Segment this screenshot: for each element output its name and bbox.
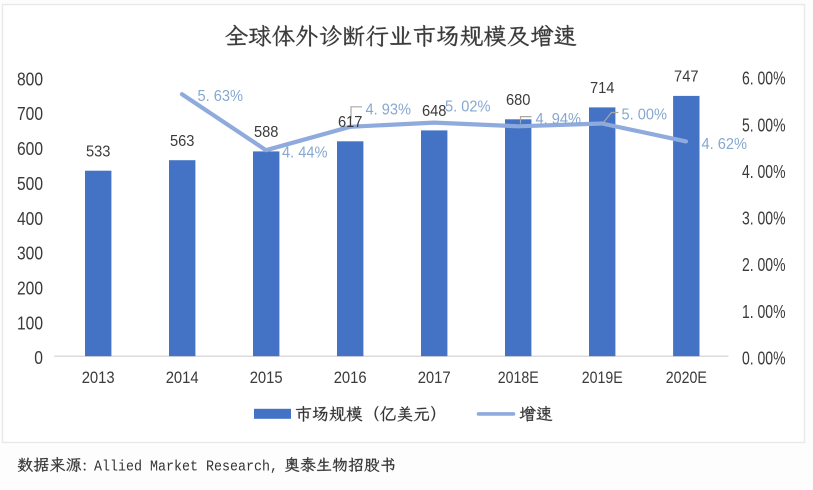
- svg-text:2014: 2014: [166, 368, 199, 387]
- svg-text:4. 44%: 4. 44%: [282, 144, 328, 161]
- svg-text:400: 400: [17, 209, 43, 229]
- svg-text:648: 648: [422, 103, 447, 120]
- svg-text:0: 0: [34, 348, 43, 368]
- svg-text:588: 588: [254, 124, 279, 141]
- svg-text:4. 00%: 4. 00%: [742, 162, 786, 182]
- svg-text:2. 00%: 2. 00%: [742, 255, 786, 275]
- svg-text:700: 700: [17, 104, 43, 124]
- svg-text:100: 100: [17, 313, 43, 333]
- svg-text:Allied Market Research,: Allied Market Research,: [94, 459, 278, 476]
- svg-text:800: 800: [17, 69, 43, 89]
- svg-text:0. 00%: 0. 00%: [742, 349, 786, 369]
- svg-text:714: 714: [590, 80, 615, 97]
- svg-text:3. 00%: 3. 00%: [742, 209, 786, 229]
- svg-text:533: 533: [86, 143, 111, 160]
- svg-text:6. 00%: 6. 00%: [742, 69, 786, 89]
- svg-text:2017: 2017: [418, 368, 451, 387]
- svg-text:500: 500: [17, 174, 43, 194]
- svg-text:600: 600: [17, 139, 43, 159]
- svg-text:200: 200: [17, 279, 43, 299]
- svg-text:4. 93%: 4. 93%: [366, 102, 412, 119]
- svg-text:2019E: 2019E: [582, 368, 623, 387]
- svg-text:2020E: 2020E: [666, 368, 707, 387]
- svg-text:2016: 2016: [334, 368, 367, 387]
- svg-text:680: 680: [506, 92, 531, 109]
- svg-text:4. 62%: 4. 62%: [702, 136, 748, 153]
- svg-text:2015: 2015: [250, 368, 283, 387]
- svg-text:4. 94%: 4. 94%: [536, 111, 582, 128]
- svg-text:2013: 2013: [82, 368, 115, 387]
- svg-text:617: 617: [338, 114, 363, 131]
- svg-text:2018E: 2018E: [498, 368, 539, 387]
- svg-text:563: 563: [170, 133, 195, 150]
- svg-text:5. 00%: 5. 00%: [742, 115, 786, 135]
- svg-text:5. 02%: 5. 02%: [445, 99, 491, 116]
- svg-text:747: 747: [674, 69, 699, 86]
- svg-text:5. 63%: 5. 63%: [198, 88, 244, 105]
- svg-text:300: 300: [17, 244, 43, 264]
- svg-text:5. 00%: 5. 00%: [622, 107, 668, 124]
- svg-text:1. 00%: 1. 00%: [742, 302, 786, 322]
